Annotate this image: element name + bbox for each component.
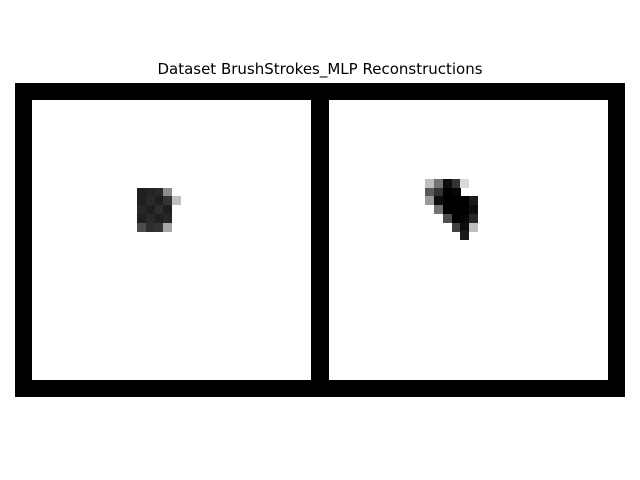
reconstruction-panel-2	[329, 100, 608, 380]
image-pixel	[442, 178, 452, 188]
image-pixel	[442, 205, 452, 214]
image-pixel	[460, 205, 470, 214]
image-pixel	[145, 196, 155, 206]
image-pixel	[425, 196, 435, 206]
image-pixel	[451, 205, 461, 214]
image-pixel	[451, 178, 461, 188]
image-pixel	[469, 196, 478, 206]
image-pixel	[434, 178, 443, 188]
image-pixel	[154, 187, 164, 197]
image-pixel	[460, 222, 470, 232]
image-pixel	[460, 178, 470, 188]
image-pixel	[469, 213, 478, 223]
image-pixel	[172, 196, 181, 206]
image-pixel	[434, 187, 443, 197]
image-pixel	[434, 205, 443, 214]
image-pixel	[460, 231, 470, 241]
image-pixel	[469, 205, 478, 214]
image-pixel	[451, 213, 461, 223]
image-pixel	[137, 205, 146, 214]
image-pixel	[451, 187, 461, 197]
image-pixel	[137, 187, 146, 197]
image-pixel	[163, 196, 173, 206]
image-pixel	[163, 222, 173, 232]
image-pixel	[163, 213, 173, 223]
image-pixel	[137, 196, 146, 206]
image-pixel	[460, 213, 470, 223]
image-pixel	[145, 213, 155, 223]
image-pixel	[469, 222, 478, 232]
figure-title: Dataset BrushStrokes_MLP Reconstructions	[157, 60, 483, 78]
image-pixel	[163, 205, 173, 214]
image-pixel	[145, 187, 155, 197]
image-pixel	[442, 187, 452, 197]
image-pixel	[154, 222, 164, 232]
image-pixel	[425, 187, 435, 197]
image-pixel	[137, 222, 146, 232]
image-pixel	[137, 213, 146, 223]
image-pixel	[434, 196, 443, 206]
image-pixel	[442, 196, 452, 206]
image-pixel	[154, 196, 164, 206]
reconstruction-panel-1	[32, 100, 311, 380]
image-pixel	[460, 196, 470, 206]
image-pixel	[154, 205, 164, 214]
image-pixel	[451, 222, 461, 232]
image-pixel	[145, 205, 155, 214]
image-pixel	[154, 213, 164, 223]
image-pixel	[163, 187, 173, 197]
image-grid	[15, 83, 625, 397]
image-pixel	[451, 196, 461, 206]
image-pixel	[145, 222, 155, 232]
image-pixel	[425, 178, 435, 188]
image-pixel	[442, 213, 452, 223]
